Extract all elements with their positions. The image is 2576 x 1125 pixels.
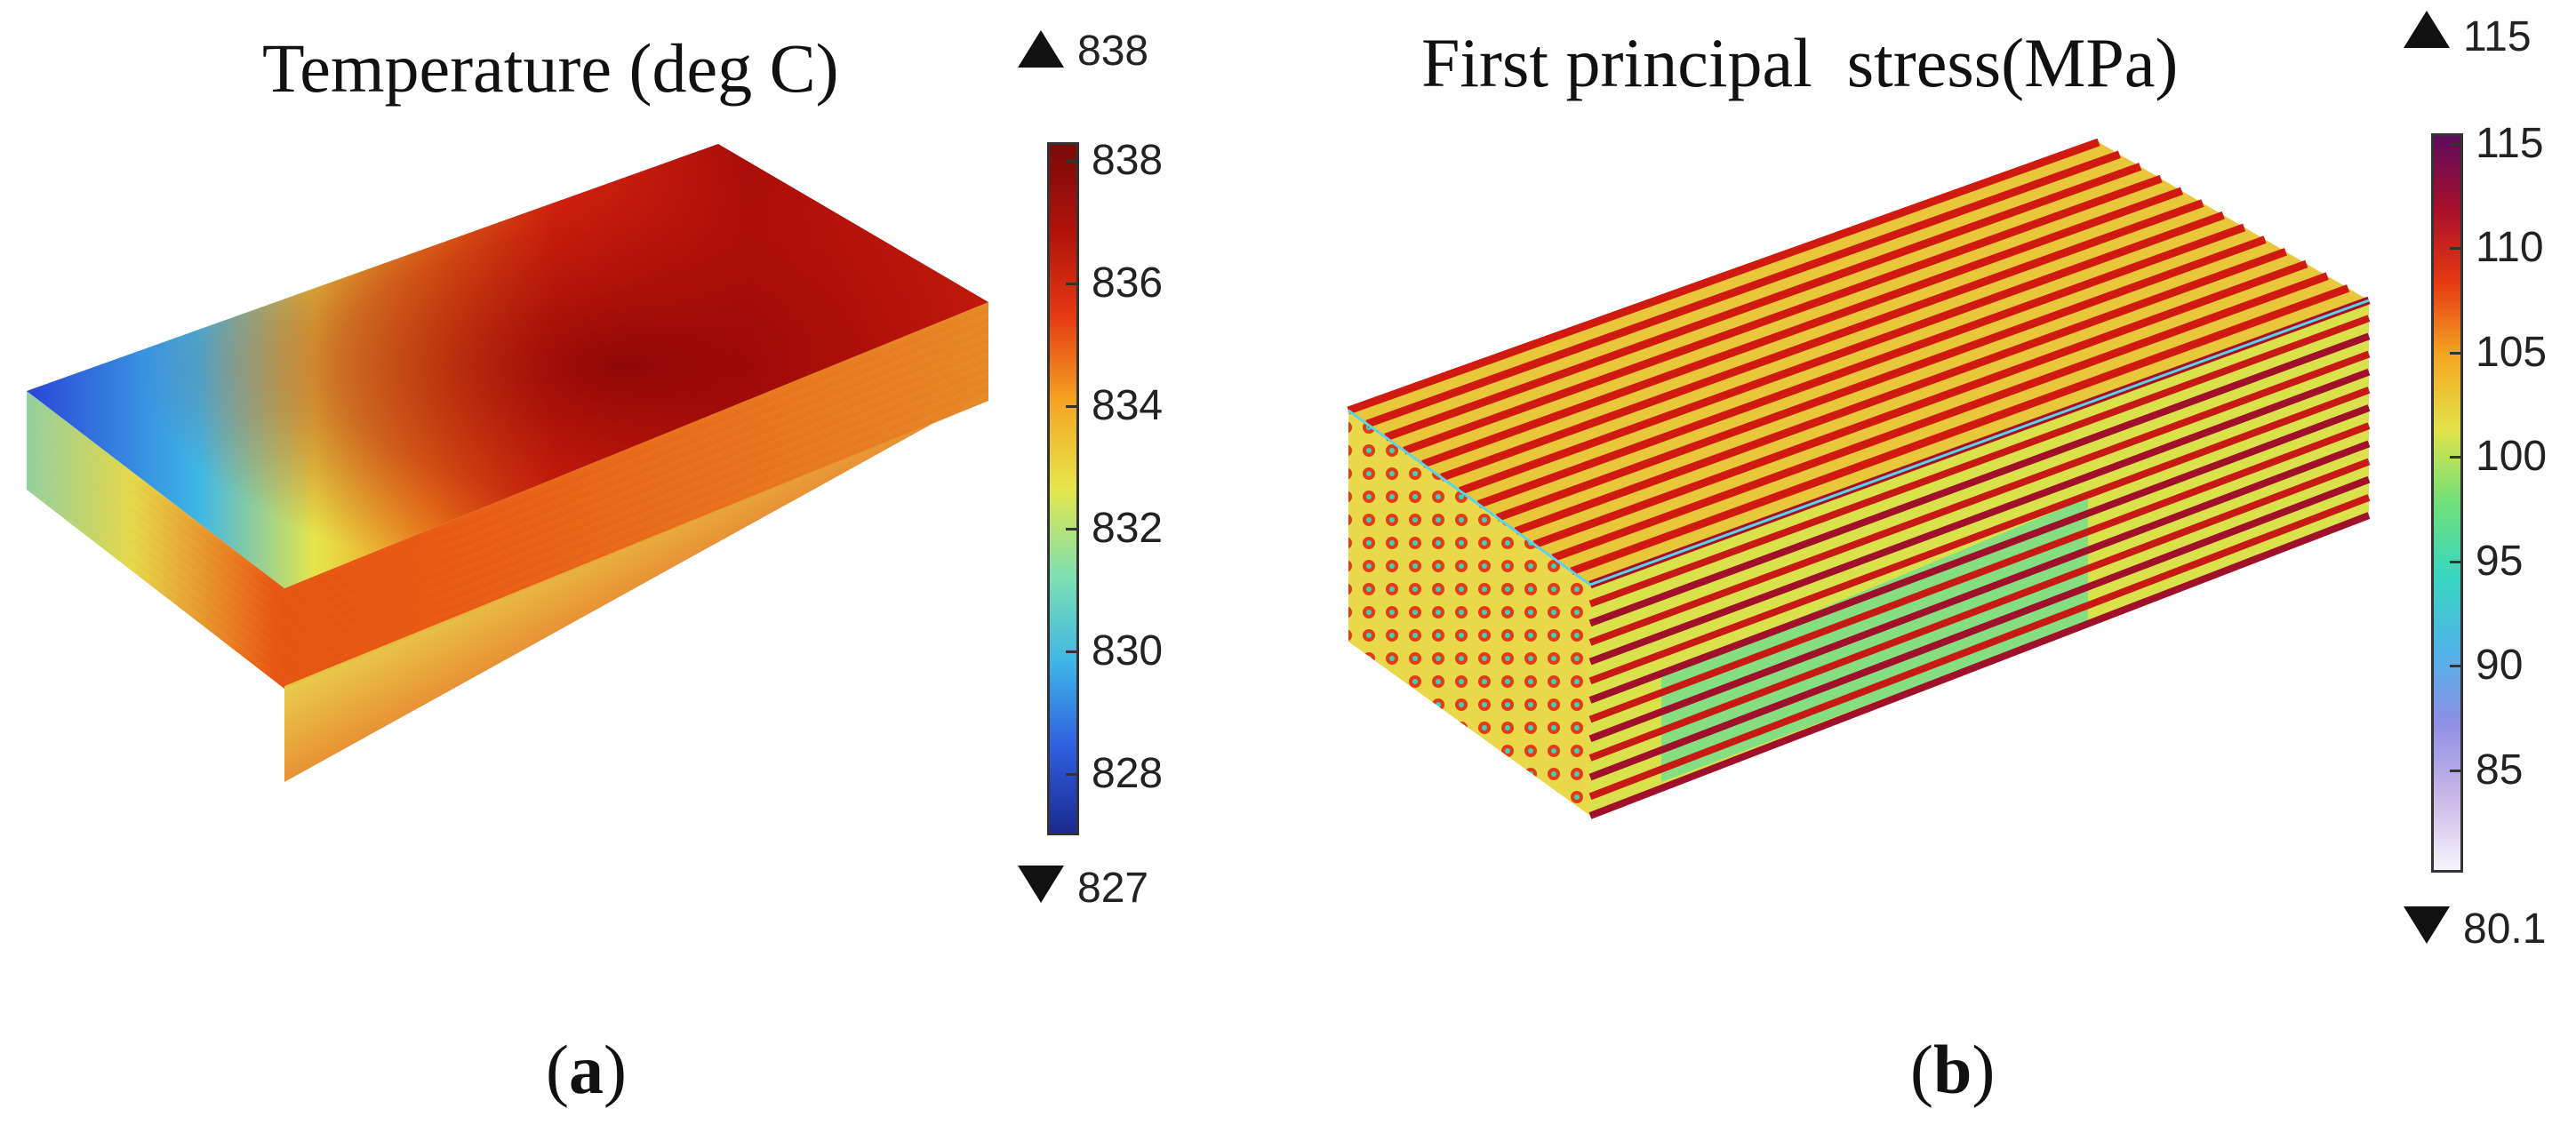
stress-top-stripe: [1551, 272, 2329, 562]
stress-colorbar: [2431, 133, 2463, 873]
temperature-plate-bottom: [284, 393, 988, 782]
panel_b-colorbar-tick-label: 100: [2476, 433, 2548, 481]
panel-a-label-close: ): [603, 1031, 627, 1108]
stress-top-stripe: [1421, 187, 2184, 468]
temperature-plate-stack: [27, 144, 988, 782]
stress-top-stripe: [1532, 259, 2308, 548]
panel-b: First principal stress(MPa) 115 115 110 10…: [1288, 0, 2576, 1125]
panel_a-colorbar-tick-label: 828: [1092, 749, 1164, 797]
panel_b-colorbar-tick-label: 105: [2476, 328, 2548, 376]
stress-side-face: [1348, 411, 1590, 816]
min-triangle-icon: [2404, 906, 2450, 944]
panel-b-label: (b): [1910, 1035, 1995, 1105]
panel-b-max-label: 115: [2463, 13, 2532, 60]
stress-front-stripe: [1588, 422, 2371, 723]
temperature-colorbar: [1047, 142, 1079, 835]
panel-b-label-letter: b: [1932, 1031, 1972, 1108]
max-triangle-icon: [2404, 11, 2450, 48]
panel_b-colorbar-tick-mark: [2450, 247, 2460, 251]
panel_a-colorbar-tick-mark: [1066, 650, 1076, 653]
stress-top-stripe: [1365, 150, 2121, 428]
stress-layers: [1347, 138, 2371, 819]
stress-top-stripe: [1459, 211, 2225, 495]
panel-a: Temperature (deg C) 838 838 836 834 832 830 8…: [27, 28, 1164, 1105]
max-triangle-icon: [1018, 30, 1064, 68]
panel_a-colorbar-tick-mark: [1066, 282, 1076, 285]
stress-top-stripe: [1384, 163, 2142, 442]
stress-front-stripe: [1588, 494, 2371, 801]
temperature-hot-region: [27, 144, 988, 588]
panel-a-title: Temperature (deg C): [262, 29, 839, 107]
stress-front-stripe: [1588, 332, 2371, 627]
panel_a-colorbar-tick-label: 830: [1092, 626, 1164, 674]
stress-top-stripe: [1440, 199, 2204, 482]
panel_b-colorbar-tick-mark: [2450, 351, 2460, 355]
stress-top-stripe: [1514, 248, 2287, 535]
stress-top-stripe: [1403, 174, 2163, 455]
stress-top-stripe: [1347, 138, 2100, 415]
panel-a-label-open: (: [546, 1031, 569, 1108]
min-triangle-icon: [1018, 866, 1064, 903]
panel_b-colorbar-tick-label: 110: [2476, 224, 2544, 272]
stress-top-stripe: [1495, 235, 2267, 522]
stress-front-stripe: [1588, 350, 2371, 646]
stress-front-stripe: [1588, 475, 2371, 781]
panel-a-label-letter: a: [568, 1031, 604, 1108]
panel_b-colorbar-tick-mark: [2450, 142, 2460, 146]
panel_a-colorbar-tick-mark: [1066, 527, 1076, 531]
panel-b-label-close: ): [1972, 1031, 1996, 1108]
panel-b-label-open: (: [1910, 1031, 1933, 1108]
stress-block-edge: [1348, 299, 2370, 586]
stress-plate-stack: [1347, 138, 2371, 819]
panel_b-colorbar-tick-mark: [2450, 769, 2460, 772]
stress-front-stripe: [1588, 440, 2371, 743]
stress-top-stripe: [1570, 284, 2350, 576]
stress-top-stripe: [1476, 223, 2246, 508]
stress-front-stripe: [1588, 458, 2371, 762]
panel_b-colorbar-tick-label: 95: [2476, 537, 2524, 585]
temperature-layers: [27, 144, 988, 782]
stress-front-stripe: [1588, 315, 2371, 608]
panel_a-colorbar-tick-mark: [1066, 772, 1076, 776]
panel_b-colorbar-tick-mark: [2450, 560, 2460, 563]
panel_a-colorbar-tick-mark: [1066, 159, 1076, 163]
panel-a-min-label: 827: [1077, 865, 1149, 912]
stress-front-stripe: [1588, 368, 2371, 666]
panel_b-colorbar-tick-label: 90: [2476, 642, 2524, 690]
panel-b-title: First principal stress(MPa): [1421, 24, 2179, 101]
panel_a-colorbar-tick-label: 836: [1092, 259, 1164, 307]
panel_a-colorbar-tick-label: 832: [1092, 504, 1164, 552]
panel-b-min-label: 80.1: [2463, 906, 2547, 953]
panel_b-colorbar-tick-label: 85: [2476, 746, 2524, 794]
panel-a-max-label: 838: [1077, 28, 1149, 75]
panel_b-colorbar-tick-label: 115: [2476, 119, 2544, 167]
stress-front-stripe: [1588, 387, 2371, 685]
panel_b-colorbar-tick-mark: [2450, 456, 2460, 459]
stress-front-stripe: [1588, 512, 2371, 819]
panel_a-colorbar-tick-label: 834: [1092, 381, 1164, 429]
stress-front-stripe: [1588, 404, 2371, 704]
panel_b-colorbar-tick-mark: [2450, 665, 2460, 668]
panel_a-colorbar-tick-mark: [1066, 404, 1076, 408]
panel_a-colorbar-tick-label: 838: [1092, 136, 1164, 184]
panel-a-label: (a): [546, 1035, 627, 1105]
